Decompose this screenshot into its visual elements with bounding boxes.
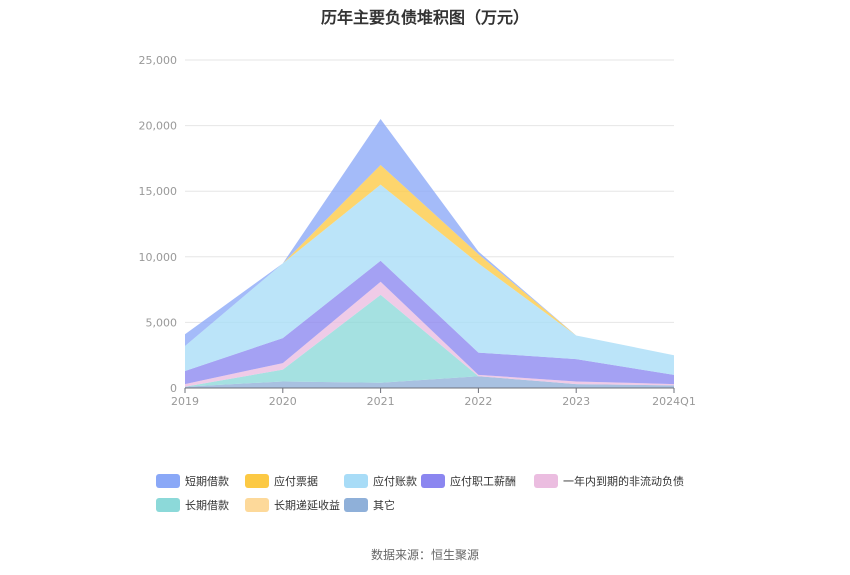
x-tick-label: 2021	[367, 395, 395, 408]
x-tick-label: 2022	[464, 395, 492, 408]
area-应付账款	[185, 184, 674, 375]
area-series	[185, 119, 674, 388]
legend-swatch	[156, 498, 180, 512]
legend-label: 其它	[373, 499, 395, 512]
legend-label: 短期借款	[185, 475, 229, 488]
legend-item[interactable]: 长期递延收益	[245, 498, 340, 514]
legend-item[interactable]: 其它	[344, 498, 395, 514]
legend-label: 长期递延收益	[274, 499, 340, 512]
area-长期借款	[185, 294, 674, 387]
legend-label: 一年内到期的非流动负债	[563, 475, 684, 488]
legend-swatch	[245, 474, 269, 488]
legend-swatch	[344, 474, 368, 488]
data-source: 数据来源：恒生聚源	[370, 548, 479, 562]
chart-title: 历年主要负债堆积图（万元）	[320, 8, 529, 27]
y-tick-label: 0	[170, 382, 177, 395]
x-tick-label: 2020	[269, 395, 297, 408]
legend-item[interactable]: 短期借款	[156, 474, 229, 490]
x-tick-label: 2019	[171, 395, 199, 408]
y-tick-label: 15,000	[139, 185, 178, 198]
legend-swatch	[421, 474, 445, 488]
legend-item[interactable]: 应付票据	[245, 474, 318, 490]
legend-item[interactable]: 长期借款	[156, 498, 229, 514]
legend-label: 应付职工薪酬	[450, 475, 516, 488]
legend-item[interactable]: 应付账款	[344, 474, 417, 490]
legend-swatch	[156, 474, 180, 488]
legend-swatch	[344, 498, 368, 512]
area-其它	[185, 376, 674, 388]
x-tick-label: 2024Q1	[652, 395, 696, 408]
y-tick-label: 10,000	[139, 251, 178, 264]
legend-swatch	[534, 474, 558, 488]
legend-item[interactable]: 应付职工薪酬	[421, 474, 516, 490]
area-应付职工薪酬	[185, 260, 674, 385]
axes: 0 5,000 10,000 15,000 20,000 25,000 2019 2020 20…	[139, 54, 696, 408]
legend-label: 应付账款	[373, 475, 417, 488]
area-一年内到期的非流动负债	[185, 281, 674, 387]
y-tick-label: 5,000	[146, 316, 178, 329]
legend-label: 长期借款	[185, 499, 229, 512]
legend-label: 应付票据	[274, 475, 318, 488]
x-tick-label: 2023	[562, 395, 590, 408]
legend-item[interactable]: 一年内到期的非流动负债	[534, 474, 684, 490]
y-tick-label: 25,000	[139, 54, 178, 67]
legend-swatch	[245, 498, 269, 512]
y-tick-label: 20,000	[139, 120, 178, 133]
